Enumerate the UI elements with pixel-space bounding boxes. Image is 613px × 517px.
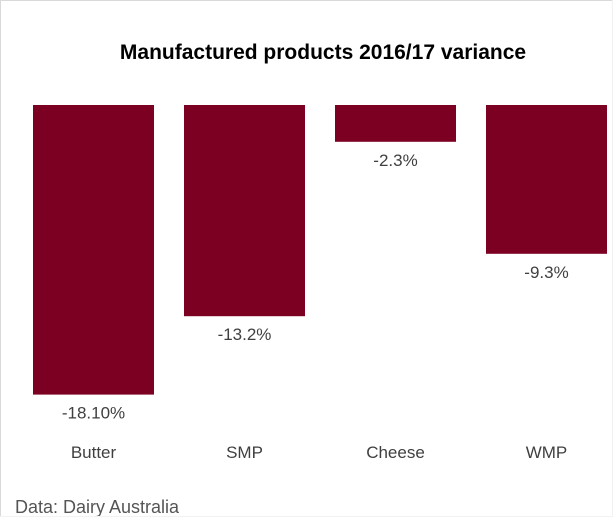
- value-label-wmp: -9.3%: [524, 263, 568, 282]
- category-label-butter: Butter: [71, 443, 117, 462]
- source-note: Data: Dairy Australia: [15, 497, 180, 516]
- category-label-smp: SMP: [226, 443, 263, 462]
- value-label-smp: -13.2%: [218, 325, 272, 344]
- category-labels-group: Butter SMP Cheese WMP: [71, 443, 567, 462]
- bar-wmp: [486, 105, 607, 254]
- category-label-wmp: WMP: [526, 443, 568, 462]
- bar-smp: [184, 105, 305, 317]
- bar-butter: [33, 105, 154, 395]
- category-label-cheese: Cheese: [366, 443, 425, 462]
- bars-group: [33, 105, 607, 395]
- value-label-butter: -18.10%: [62, 404, 125, 423]
- bar-cheese: [335, 105, 456, 142]
- value-labels-group: -18.10% -13.2% -2.3% -9.3%: [62, 151, 569, 423]
- value-label-cheese: -2.3%: [373, 151, 417, 170]
- bar-chart: Manufactured products 2016/17 variance -…: [33, 41, 607, 462]
- chart-title: Manufactured products 2016/17 variance: [120, 41, 526, 64]
